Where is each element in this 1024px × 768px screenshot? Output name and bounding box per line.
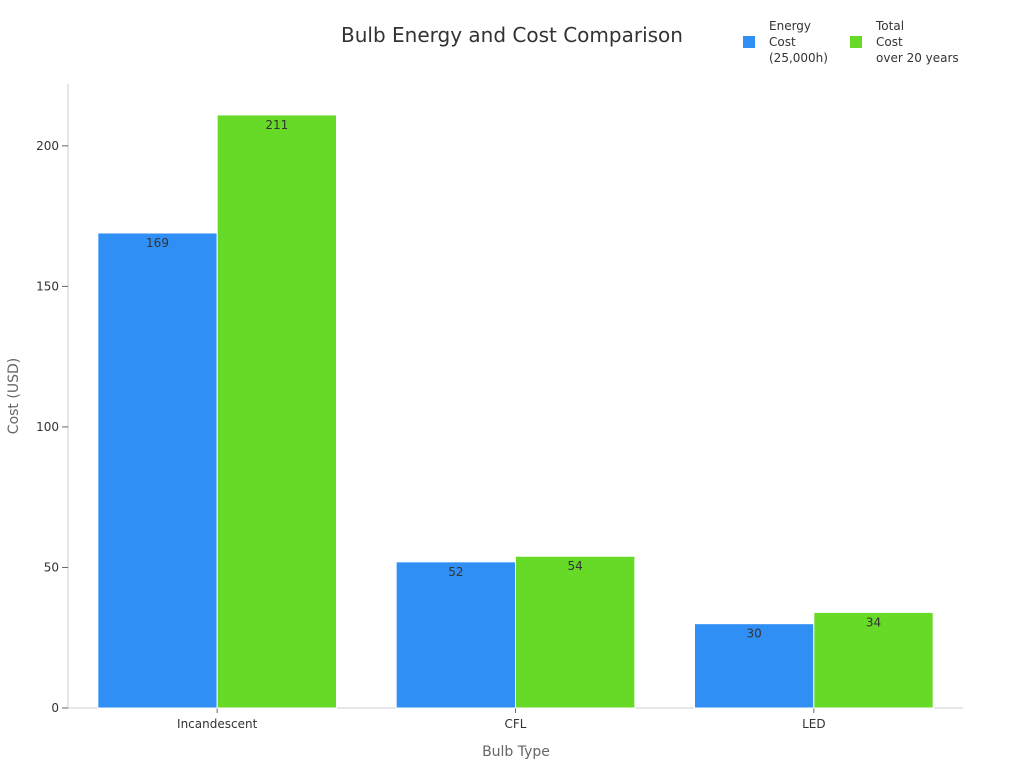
bar-total-cost-led[interactable] [813,611,934,709]
data-label-total-cost-cfl: 54 [568,559,583,573]
x-tick-label-incandescent: Incandescent [177,717,258,731]
legend-label-total-cost-line-1: Total [875,19,904,33]
bar-energy-cost-cfl[interactable] [395,561,516,709]
data-label-energy-cost-incandescent: 169 [146,236,169,250]
y-tick-label-100: 100 [36,420,59,434]
bar-total-cost-cfl[interactable] [515,555,636,709]
x-tick-label-cfl: CFL [505,717,527,731]
legend-item-energy-cost[interactable]: Energy Cost (25,000h) [743,19,828,65]
y-tick-label-0: 0 [51,701,59,715]
y-axis-title: Cost (USD) [6,358,22,434]
legend-label-energy-cost-line-1: Energy [769,19,811,33]
x-tick-label-led: LED [802,717,826,731]
data-label-total-cost-incandescent: 211 [265,118,288,132]
bar-energy-cost-incandescent[interactable] [97,232,218,709]
chart-title: Bulb Energy and Cost Comparison [341,23,683,47]
data-label-energy-cost-cfl: 52 [448,565,463,579]
y-tick-label-200: 200 [36,139,59,153]
legend-label-energy-cost-line-2: Cost [769,35,796,49]
legend-label-energy-cost-line-3: (25,000h) [769,51,828,65]
legend: Energy Cost (25,000h) Total Cost over 20… [743,19,959,65]
plot-area: 0 50 100 150 200 Incandescent 169 211 CFL 52 54 LED… [36,84,963,731]
legend-swatch-energy-cost [743,36,755,48]
bar-total-cost-incandescent[interactable] [216,114,338,709]
legend-label-total-cost-line-2: Cost [876,35,903,49]
data-label-total-cost-led: 34 [866,615,881,629]
legend-swatch-total-cost [850,36,862,48]
legend-item-total-cost[interactable]: Total Cost over 20 years [850,19,959,65]
legend-label-total-cost-line-3: over 20 years [876,51,959,65]
x-axis-title: Bulb Type [482,744,550,760]
y-tick-label-150: 150 [36,279,59,293]
y-tick-label-50: 50 [44,560,59,574]
data-label-energy-cost-led: 30 [747,627,762,641]
